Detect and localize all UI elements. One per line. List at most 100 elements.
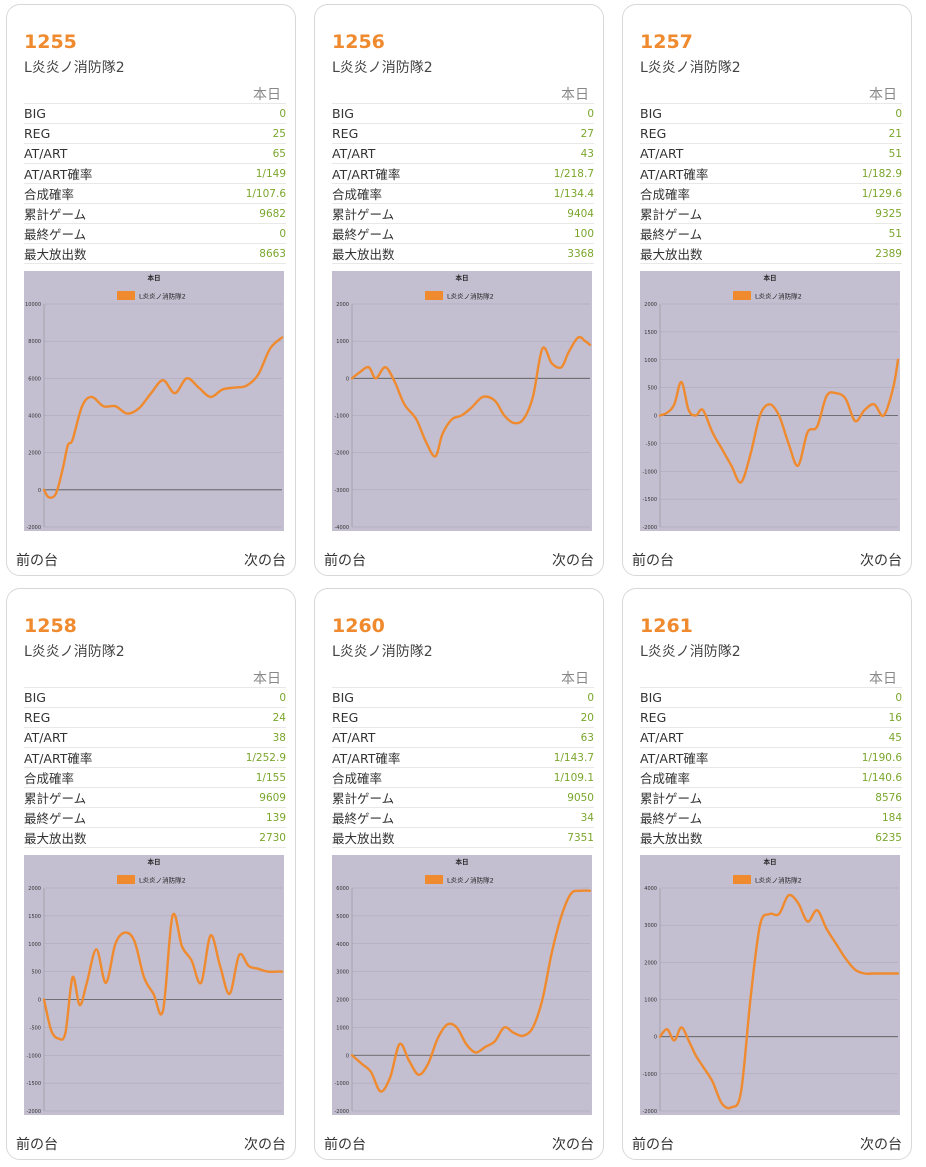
stat-label: 最大放出数	[640, 831, 703, 846]
stat-label: 最大放出数	[24, 247, 87, 262]
stats-table: BIG 0 REG 20 AT/ART 63 AT/ART確率 1/143.7 合成確率 1/10…	[332, 687, 594, 848]
stats-row: REG 20	[332, 707, 594, 728]
stats-row: AT/ART確率 1/252.9	[24, 747, 286, 768]
series-line	[658, 893, 900, 1110]
next-machine-link[interactable]: 次の台	[860, 553, 902, 569]
prev-machine-link[interactable]: 前の台	[632, 553, 674, 569]
machine-card: 1260 L炎炎ノ消防隊2 本日 BIG 0 REG 20 AT/ART 63 AT/ART確率 1…	[314, 588, 604, 1160]
y-tick-label: 1000	[336, 339, 349, 345]
stats-row: BIG 0	[24, 687, 286, 708]
stat-value: 9404	[567, 207, 594, 220]
machine-model-name: L炎炎ノ消防隊2	[332, 60, 433, 76]
stat-label: 累計ゲーム	[640, 207, 703, 222]
chart-title: 本日	[456, 857, 469, 866]
prev-machine-link[interactable]: 前の台	[324, 553, 366, 569]
legend-label: L炎炎ノ消防隊2	[139, 292, 186, 301]
stats-row: AT/ART 38	[24, 727, 286, 748]
payout-chart: 本日 L炎炎ノ消防隊2 -2000 -1000 0 1000 2000 3000 4000	[640, 855, 900, 1115]
next-machine-link[interactable]: 次の台	[860, 1137, 902, 1153]
next-machine-link[interactable]: 次の台	[244, 1137, 286, 1153]
y-tick-label: 1000	[644, 998, 657, 1004]
next-machine-link[interactable]: 次の台	[244, 553, 286, 569]
y-tick-label: -3000	[334, 488, 349, 494]
stats-row: 累計ゲーム 9050	[332, 787, 594, 808]
stat-label: AT/ART確率	[24, 167, 93, 182]
stat-label: 最終ゲーム	[332, 227, 395, 242]
legend-label: L炎炎ノ消防隊2	[139, 876, 186, 885]
stat-label: 累計ゲーム	[24, 207, 87, 222]
prev-machine-link[interactable]: 前の台	[632, 1137, 674, 1153]
y-tick-label: -1000	[334, 414, 349, 420]
stat-value: 1/149	[255, 167, 286, 180]
chart-svg: 本日 L炎炎ノ消防隊2 -2000 -1500 -1000 -500 0 500 1000 150…	[26, 857, 284, 1115]
stats-row: AT/ART 45	[640, 727, 902, 748]
next-machine-link[interactable]: 次の台	[552, 553, 594, 569]
machine-number[interactable]: 1261	[640, 615, 693, 637]
stats-row: AT/ART確率 1/182.9	[640, 163, 902, 184]
stat-value: 184	[881, 811, 902, 824]
stat-label: AT/ART確率	[640, 167, 709, 182]
stat-value: 21	[888, 127, 902, 140]
machine-number[interactable]: 1260	[332, 615, 385, 637]
prev-machine-link[interactable]: 前の台	[16, 553, 58, 569]
stats-row: BIG 0	[332, 687, 594, 708]
stat-value: 1/134.4	[553, 187, 594, 200]
stats-row: BIG 0	[24, 103, 286, 124]
y-tick-label: 0	[38, 998, 41, 1004]
stats-row: 最終ゲーム 51	[640, 223, 902, 244]
stat-value: 1/252.9	[245, 751, 286, 764]
stats-row: 最大放出数 7351	[332, 827, 594, 848]
legend-label: L炎炎ノ消防隊2	[755, 292, 802, 301]
payout-chart: 本日 L炎炎ノ消防隊2 -4000 -3000 -2000 -1000 0 1000 2000	[332, 271, 592, 531]
machine-number[interactable]: 1255	[24, 31, 77, 53]
stats-row: 最終ゲーム 184	[640, 807, 902, 828]
legend-label: L炎炎ノ消防隊2	[755, 876, 802, 885]
machine-number[interactable]: 1256	[332, 31, 385, 53]
stat-value: 1/107.6	[245, 187, 286, 200]
stats-table: BIG 0 REG 24 AT/ART 38 AT/ART確率 1/252.9 合成確率 1/15…	[24, 687, 286, 848]
stat-label: BIG	[24, 106, 46, 121]
stats-row: REG 16	[640, 707, 902, 728]
stat-label: AT/ART確率	[332, 167, 401, 182]
stat-label: 最大放出数	[24, 831, 87, 846]
stat-label: BIG	[640, 106, 662, 121]
y-tick-label: -500	[30, 1025, 41, 1031]
machine-card: 1261 L炎炎ノ消防隊2 本日 BIG 0 REG 16 AT/ART 45 AT/ART確率 1…	[622, 588, 912, 1160]
y-tick-label: 5000	[336, 914, 349, 920]
stat-label: 最終ゲーム	[24, 227, 87, 242]
stat-value: 0	[279, 107, 286, 120]
legend-swatch	[733, 291, 751, 300]
chart-svg: 本日 L炎炎ノ消防隊2 -2000 -1000 0 1000 2000 3000 4000 500…	[334, 857, 592, 1115]
column-header-today: 本日	[253, 671, 281, 687]
stats-row: 合成確率 1/140.6	[640, 767, 902, 788]
y-tick-label: -1500	[642, 497, 657, 503]
next-machine-link[interactable]: 次の台	[552, 1137, 594, 1153]
machine-model-name: L炎炎ノ消防隊2	[332, 644, 433, 660]
y-tick-label: 4000	[28, 414, 41, 420]
stats-row: 合成確率 1/109.1	[332, 767, 594, 788]
stat-value: 0	[279, 227, 286, 240]
prev-machine-link[interactable]: 前の台	[324, 1137, 366, 1153]
stat-label: BIG	[332, 106, 354, 121]
stat-value: 9050	[567, 791, 594, 804]
machine-number[interactable]: 1257	[640, 31, 693, 53]
stat-label: 最終ゲーム	[640, 227, 703, 242]
y-tick-label: 10000	[25, 302, 41, 308]
machine-number[interactable]: 1258	[24, 615, 77, 637]
y-tick-label: 4000	[336, 942, 349, 948]
stat-value: 63	[580, 731, 594, 744]
payout-chart: 本日 L炎炎ノ消防隊2 -2000 -1000 0 1000 2000 3000 4000 500…	[332, 855, 592, 1115]
column-header-today: 本日	[869, 671, 897, 687]
prev-machine-link[interactable]: 前の台	[16, 1137, 58, 1153]
stats-row: 合成確率 1/155	[24, 767, 286, 788]
stats-row: REG 24	[24, 707, 286, 728]
y-tick-label: -2000	[26, 525, 41, 531]
y-tick-label: 0	[654, 1035, 657, 1041]
chart-svg: 本日 L炎炎ノ消防隊2 -2000 -1500 -1000 -500 0 500 1000 150…	[642, 273, 900, 531]
stat-label: AT/ART	[332, 730, 376, 745]
stat-value: 9609	[259, 791, 286, 804]
stat-label: REG	[332, 126, 359, 141]
y-tick-label: 0	[346, 1053, 349, 1059]
y-tick-label: 2000	[336, 302, 349, 308]
stat-value: 1/155	[255, 771, 286, 784]
